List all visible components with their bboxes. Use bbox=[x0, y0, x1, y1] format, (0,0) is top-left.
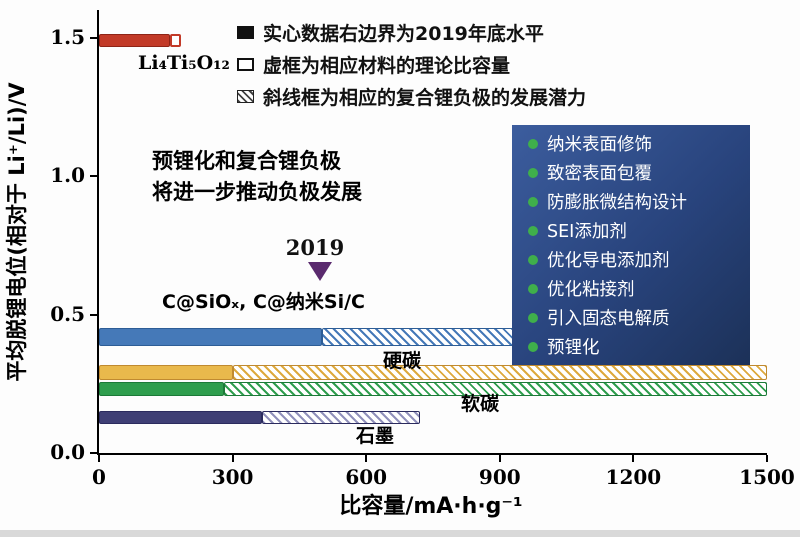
panel-item-label: 纳米表面修饰 bbox=[547, 135, 652, 155]
marker-2019-label: 2019 bbox=[285, 235, 345, 260]
annotation-line-2: 将进一步推动负极发展 bbox=[152, 180, 362, 204]
x-tick-label: 0 bbox=[92, 465, 106, 489]
y-tick-label: 0.5 bbox=[50, 301, 85, 326]
x-tick bbox=[632, 455, 635, 462]
panel-item: 引入固态电解质 bbox=[528, 303, 750, 332]
y-tick bbox=[90, 452, 97, 454]
y-tick bbox=[90, 313, 97, 316]
series-label-hard-carbon: 硬碳 bbox=[383, 350, 422, 372]
y-axis-title: 平均脱锂电位(相对于 Li⁺/Li)/V bbox=[5, 82, 29, 382]
plot-area: 0 300 600 900 1200 1500 0.0 0.5 1.0 1.5 bbox=[50, 10, 795, 489]
panel-item-label: 防膨胀微结构设计 bbox=[547, 193, 687, 213]
hatched-swatch-icon bbox=[237, 89, 254, 103]
panel-item: 优化导电添加剂 bbox=[528, 245, 750, 274]
triangle-down-icon bbox=[308, 262, 332, 281]
series-label-lto: Li₄Ti₅O₁₂ bbox=[138, 52, 230, 74]
bar-segment-solid bbox=[99, 365, 233, 381]
x-tick-label: 300 bbox=[211, 465, 254, 489]
hollow-swatch-icon bbox=[237, 57, 254, 71]
bottom-strip bbox=[0, 530, 800, 537]
bar-segment-solid bbox=[99, 33, 171, 47]
bar-segment-solid bbox=[99, 410, 262, 424]
bullet-icon bbox=[528, 138, 538, 149]
bar-segment-hatched bbox=[321, 327, 523, 346]
y-tick-label: 1.0 bbox=[50, 163, 85, 188]
panel-item: SEI添加剂 bbox=[528, 216, 750, 245]
panel-item-label: 优化粘接剂 bbox=[547, 280, 635, 300]
y-tick-label: 1.5 bbox=[50, 24, 85, 49]
bullet-icon bbox=[528, 196, 538, 207]
bullet-icon bbox=[528, 283, 538, 294]
bar-segment-solid bbox=[99, 327, 322, 346]
x-tick bbox=[766, 455, 768, 462]
bar-segment-hatched bbox=[223, 382, 767, 397]
panel-item: 致密表面包覆 bbox=[528, 158, 750, 187]
legend-label: 斜线框为相应的复合锂负极的发展潜力 bbox=[263, 86, 587, 109]
legend-label: 实心数据右边界为2019年底水平 bbox=[263, 22, 544, 45]
legend-label: 虚框为相应材料的理论比容量 bbox=[263, 54, 511, 77]
x-tick-label: 900 bbox=[478, 465, 521, 489]
legend: 实心数据右边界为2019年底水平 虚框为相应材料的理论比容量 斜线框为相应的复合… bbox=[237, 16, 586, 112]
panel-item-label: 致密表面包覆 bbox=[547, 164, 652, 184]
series-label-soft-carbon: 软碳 bbox=[461, 393, 500, 415]
panel-item-label: SEI添加剂 bbox=[547, 222, 627, 242]
panel-item-label: 引入固态电解质 bbox=[547, 309, 670, 329]
series-label-silicon-composite: C@SiOₓ, C@纳米Si/C bbox=[162, 291, 365, 313]
panel-item-label: 预锂化 bbox=[547, 338, 600, 358]
x-tick bbox=[498, 455, 501, 462]
x-tick bbox=[365, 455, 368, 462]
bullet-icon bbox=[528, 225, 538, 236]
solid-swatch-icon bbox=[237, 25, 254, 39]
legend-item-hollow: 虚框为相应材料的理论比容量 bbox=[237, 48, 586, 80]
y-tick-label: 0.0 bbox=[50, 440, 85, 464]
y-tick bbox=[90, 175, 97, 178]
annotation-line-1: 预锂化和复合锂负极 bbox=[152, 149, 341, 173]
annotation-note: 预锂化和复合锂负极 将进一步推动负极发展 bbox=[152, 146, 362, 208]
panel-item: 纳米表面修饰 bbox=[528, 129, 750, 158]
legend-item-hatched: 斜线框为相应的复合锂负极的发展潜力 bbox=[237, 80, 586, 112]
y-tick bbox=[90, 36, 97, 39]
bar-segment-hatched bbox=[232, 365, 767, 381]
bullet-icon bbox=[528, 312, 538, 323]
panel-item: 预锂化 bbox=[528, 332, 750, 361]
series-label-graphite: 石墨 bbox=[356, 425, 395, 447]
bar-segment-hollow bbox=[170, 33, 182, 47]
legend-item-solid: 实心数据右边界为2019年底水平 bbox=[237, 16, 586, 48]
x-tick-label: 1200 bbox=[605, 465, 662, 489]
x-tick-label: 1500 bbox=[739, 465, 795, 489]
x-tick bbox=[98, 455, 100, 462]
x-tick-label: 600 bbox=[345, 465, 388, 489]
x-axis-title: 比容量/mA·h·g⁻¹ bbox=[339, 494, 523, 519]
bar-segment-solid bbox=[99, 382, 224, 397]
strategies-panel: 纳米表面修饰 致密表面包覆 防膨胀微结构设计 SEI添加剂 优化导电添加剂 优化… bbox=[512, 125, 750, 365]
panel-item-label: 优化导电添加剂 bbox=[547, 251, 670, 271]
panel-item: 优化粘接剂 bbox=[528, 274, 750, 303]
x-tick bbox=[231, 455, 234, 462]
bullet-icon bbox=[528, 341, 538, 352]
bullet-icon bbox=[528, 167, 538, 178]
bar-segment-hatched bbox=[261, 410, 420, 424]
bullet-icon bbox=[528, 254, 538, 265]
panel-item: 防膨胀微结构设计 bbox=[528, 187, 750, 216]
